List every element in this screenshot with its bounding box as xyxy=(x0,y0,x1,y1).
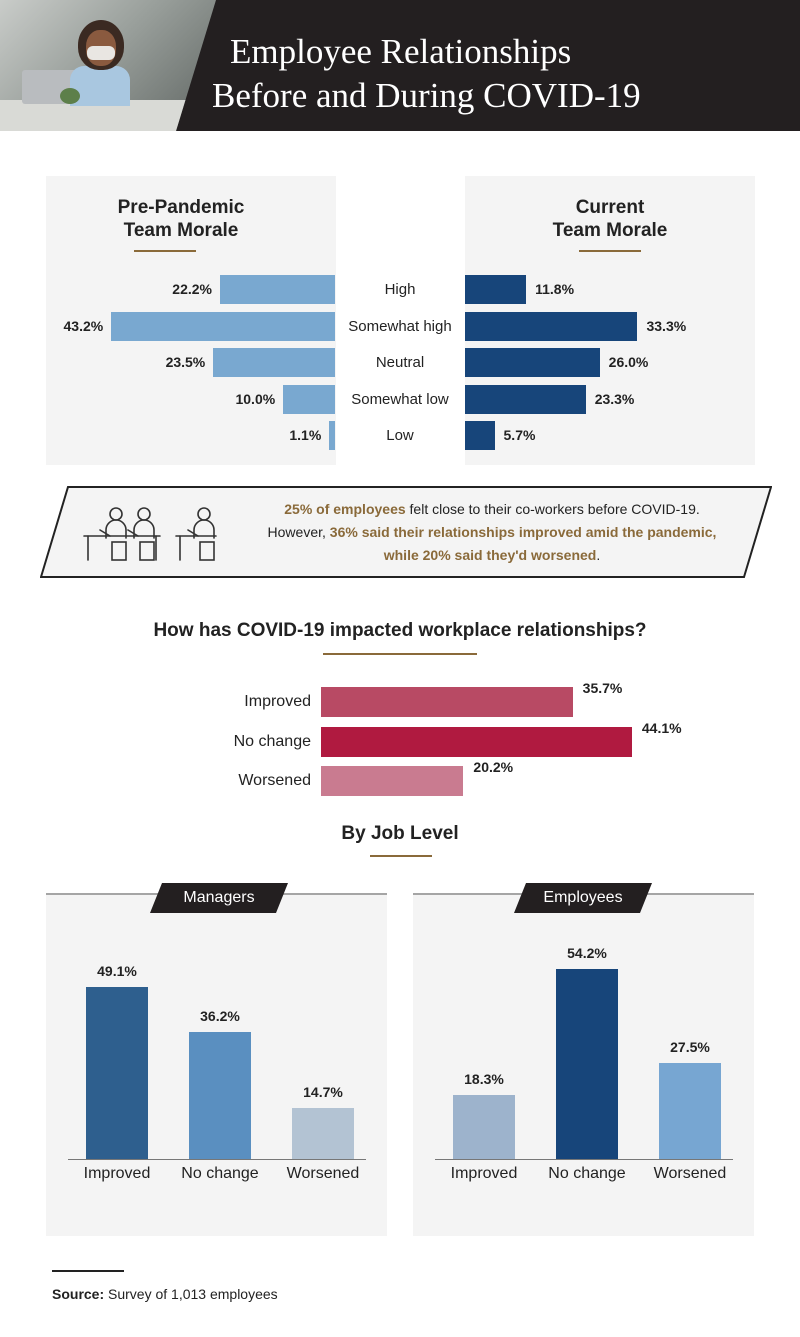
employees-category-no-change: No change xyxy=(548,1165,626,1182)
current-bar-neutral xyxy=(465,348,600,377)
current-value-low: 5.7% xyxy=(503,427,536,443)
employees-value-no-change: 54.2% xyxy=(567,945,607,962)
pre-bar-somewhat-low xyxy=(283,384,335,414)
managers-panel: Managers 49.1% Improved 36.2% No change 14.7… xyxy=(46,883,387,1236)
managers-value-improved: 49.1% xyxy=(97,963,137,980)
pre-value-high: 22.2% xyxy=(172,281,212,297)
pre-value-neutral: 23.5% xyxy=(165,354,206,370)
callout-text-2: However, xyxy=(267,524,330,540)
page-title: Employee Relationships Before and During… xyxy=(212,30,772,118)
job-level-title: By Job Level xyxy=(341,823,459,844)
managers-category-worsened: Worsened xyxy=(286,1165,360,1182)
coworkers-icon xyxy=(83,507,217,561)
managers-bar-improved xyxy=(86,987,148,1159)
source-text: Survey of 1,013 employees xyxy=(104,1286,278,1302)
impact-value-worsened: 20.2% xyxy=(473,759,514,775)
impact-chart-title: How has COVID-19 impacted workplace rela… xyxy=(153,620,647,641)
employees-tag-label: Employees xyxy=(543,889,623,906)
employees-bar-improved xyxy=(453,1094,515,1159)
impact-value-no-change: 44.1% xyxy=(641,719,682,736)
callout-highlight-2: 36% said their relationships improved am… xyxy=(329,524,717,540)
employees-panel: Employees 18.3% Improved 54.2% No change 27.… xyxy=(413,883,754,1236)
managers-value-worsened: 14.7% xyxy=(303,1083,343,1100)
employees-value-worsened: 27.5% xyxy=(670,1038,710,1055)
current-value-somewhat-low: 23.3% xyxy=(594,390,635,407)
page-title-line2: Before and During COVID-19 xyxy=(212,76,641,115)
pre-bar-low xyxy=(329,421,335,450)
impact-value-improved: 35.7% xyxy=(582,680,623,696)
current-value-high: 11.8% xyxy=(535,281,575,297)
source-note: Source: Survey of 1,013 employees xyxy=(52,1286,278,1302)
employees-bar-no-change xyxy=(556,969,618,1159)
job-level-underline xyxy=(370,855,432,857)
category-high: High xyxy=(384,281,416,298)
managers-tag: Managers xyxy=(150,883,288,913)
header-photo xyxy=(0,0,216,131)
impact-category-worsened: Worsened xyxy=(238,772,311,789)
pre-value-low: 1.1% xyxy=(289,427,322,443)
impact-bar-worsened xyxy=(321,766,464,796)
pre-bar-somewhat-high xyxy=(111,311,335,341)
callout-box xyxy=(40,486,772,578)
current-bar-low xyxy=(465,421,495,450)
impact-bar-improved xyxy=(321,687,573,717)
category-low: Low xyxy=(386,427,414,444)
source-label: Source: xyxy=(52,1286,105,1302)
managers-tag-label: Managers xyxy=(183,889,255,906)
chart-baseline xyxy=(68,1159,366,1160)
managers-bar-worsened xyxy=(292,1107,354,1159)
category-somewhat-high: Somewhat high xyxy=(348,317,452,335)
pre-bar-high xyxy=(220,275,335,304)
employees-category-worsened: Worsened xyxy=(653,1165,727,1182)
pre-bar-neutral xyxy=(213,348,335,377)
pre-title-line2: Team Morale xyxy=(123,220,239,241)
pre-value-somewhat-high: 43.2% xyxy=(63,317,104,334)
current-value-somewhat-high: 33.3% xyxy=(646,317,687,334)
managers-bar-no-change xyxy=(189,1032,251,1159)
impact-category-improved: Improved xyxy=(244,693,311,710)
callout-highlight-1: 25% of employees xyxy=(284,501,406,517)
category-neutral: Neutral xyxy=(375,354,425,371)
source-divider xyxy=(52,1270,124,1272)
pre-title-line1: Pre-Pandemic xyxy=(117,197,245,218)
cur-title-line2: Team Morale xyxy=(552,220,668,241)
managers-category-no-change: No change xyxy=(181,1165,259,1182)
callout-text-1: felt close to their co-workers before CO… xyxy=(405,501,700,517)
employees-bar-worsened xyxy=(659,1062,721,1159)
employees-value-improved: 18.3% xyxy=(464,1070,504,1087)
title-underline xyxy=(134,250,196,252)
page-title-line1: Employee Relationships xyxy=(230,32,572,71)
managers-value-no-change: 36.2% xyxy=(200,1008,240,1025)
callout-text-3: . xyxy=(596,547,601,563)
current-value-neutral: 26.0% xyxy=(608,354,649,370)
header-banner: Employee Relationships Before and During… xyxy=(0,0,800,131)
current-bar-somewhat-high xyxy=(465,311,638,341)
employees-category-improved: Improved xyxy=(450,1165,518,1182)
pre-pandemic-title: Pre-Pandemic Team Morale xyxy=(36,196,326,242)
impact-category-no-change: No change xyxy=(233,732,311,750)
impact-title-underline xyxy=(323,653,477,655)
chart-baseline xyxy=(435,1159,733,1160)
pre-value-somewhat-low: 10.0% xyxy=(235,390,276,407)
title-underline xyxy=(579,250,641,252)
current-bar-somewhat-low xyxy=(465,384,586,414)
cur-title-line1: Current xyxy=(575,197,645,218)
impact-bar-no-change xyxy=(321,726,632,757)
current-title: Current Team Morale xyxy=(465,196,755,242)
callout-text: 25% of employees felt close to their co-… xyxy=(232,498,752,567)
callout-highlight-3: while 20% said they'd worsened xyxy=(383,547,597,563)
employees-tag: Employees xyxy=(514,883,652,913)
managers-category-improved: Improved xyxy=(83,1165,151,1182)
category-somewhat-low: Somewhat low xyxy=(351,390,449,408)
current-bar-high xyxy=(465,275,527,304)
